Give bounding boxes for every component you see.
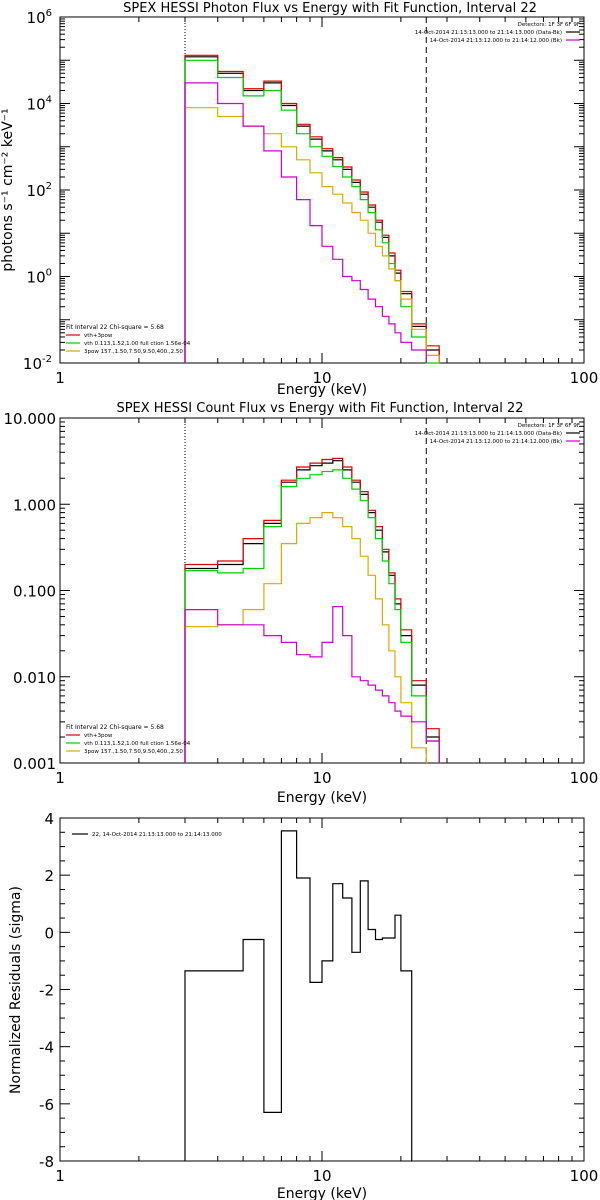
legend-fit-header: Fit Interval 22 Chi-square = 5.68 [66, 724, 164, 731]
series-step-line [184, 606, 440, 763]
series-step-line [184, 512, 427, 763]
plot-frame [59, 16, 585, 364]
y-tick-label: -8 [39, 1153, 54, 1171]
series-step-line [184, 830, 413, 1161]
legend-label: vth 0.113,1.52,1.00 full ction 1.56e-04 [84, 741, 191, 747]
legend-top: Detectors: 1F 3F 6F 9F 14-Oct-2014 21:13:… [415, 22, 580, 44]
legend-label: 14-Oct-2014 21:13:13.000 to 21:14:13.000… [415, 431, 562, 437]
x-axis-label: Energy (keV) [277, 1186, 367, 1200]
y-tick-label: -6 [39, 1096, 54, 1114]
y-tick-label: 2 [44, 867, 54, 885]
legend-detectors: Detectors: 1F 3F 6F 9F [518, 423, 580, 429]
series-step-line [184, 54, 440, 363]
count-flux-panel: SPEX HESSI Count Flux vs Energy with Fit… [4, 401, 599, 806]
photon-flux-panel: SPEX HESSI Photon Flux vs Energy with Fi… [0, 1, 598, 398]
series-group [184, 457, 440, 763]
legend-label: 3pow 157.,1.50,7.50,9.50,400.,2.50 [84, 349, 183, 355]
y-tick-label: 0.001 [13, 755, 56, 773]
x-tick-label: 10 [312, 369, 331, 387]
legend-label: 3pow 157.,1.50,7.50,9.50,400.,2.50 [84, 749, 183, 755]
series-group [184, 54, 440, 364]
plot-frame [59, 817, 585, 1162]
y-tick-label: -2 [39, 982, 54, 1000]
legend-label: 14-Oct-2014 21:13:13.000 to 21:14:13.000… [415, 30, 562, 36]
legend-label: 22, 14-Oct-2014 21:13:13.000 to 21:14:13… [92, 832, 222, 838]
residuals-panel: 1 10 100 4 2 0 -2 -4 -6 -8 Energy (keV) Normalize… [8, 810, 598, 1200]
legend-fit: Fit Interval 22 Chi-square = 5.68 vth+3po… [66, 324, 191, 355]
chart-title: SPEX HESSI Photon Flux vs Energy with Fi… [123, 1, 537, 16]
legend-label: vth+3pow [84, 333, 113, 339]
legend-fit: Fit Interval 22 Chi-square = 5.68 vth+3po… [66, 724, 191, 755]
y-tick-label: 0 [44, 924, 54, 942]
reference-lines [184, 17, 427, 363]
series-step-line [184, 59, 440, 364]
x-axis-label: Energy (keV) [277, 382, 367, 398]
legend-label: 14-Oct-2014 21:13:12.000 to 21:14:12.000… [430, 439, 562, 445]
legend-top: Detectors: 1F 3F 6F 9F 14-Oct-2014 21:13:… [415, 423, 580, 445]
y-tick-label: 100 [27, 268, 52, 287]
axis-ticks: 1 10 100 106 104 102 100 10-2 [23, 8, 598, 387]
x-axis-label: Energy (keV) [277, 790, 367, 806]
legend-label: vth+3pow [84, 733, 113, 739]
axis-ticks: 1 10 100 10.000 1.000 0.100 0.010 0.001 [4, 410, 599, 787]
legend-label: 14-Oct-2014 21:13:12.000 to 21:14:12.000… [430, 38, 562, 44]
series-step-line [184, 469, 440, 763]
axis-ticks: 1 10 100 4 2 0 -2 -4 -6 -8 [39, 810, 598, 1185]
x-tick-label: 100 [570, 769, 599, 787]
y-tick-label: 4 [44, 810, 54, 828]
legend-fit-header: Fit Interval 22 Chi-square = 5.68 [66, 324, 164, 331]
y-tick-label: 0.100 [13, 583, 56, 601]
y-tick-label: 102 [27, 181, 52, 200]
x-tick-label: 1 [55, 769, 65, 787]
x-tick-label: 1 [55, 369, 65, 387]
y-tick-label: 104 [27, 95, 52, 114]
series-group [184, 830, 413, 1161]
series-step-line [184, 457, 440, 763]
chart-title: SPEX HESSI Count Flux vs Energy with Fit… [116, 401, 523, 416]
legend-detectors: Detectors: 1F 3F 6F 9F [518, 22, 580, 28]
y-tick-label: 1.000 [13, 496, 56, 514]
x-tick-label: 1 [55, 1167, 65, 1185]
y-tick-label: 10-2 [23, 354, 52, 373]
y-tick-label: -4 [39, 1039, 54, 1057]
y-tick-label: 106 [27, 8, 52, 27]
x-tick-label: 100 [570, 369, 599, 387]
x-tick-label: 10 [312, 769, 331, 787]
plot-frame [59, 417, 585, 764]
x-tick-label: 10 [312, 1167, 331, 1185]
y-axis-label: Normalized Residuals (sigma) [8, 886, 24, 1094]
reference-lines [184, 418, 427, 763]
legend: 22, 14-Oct-2014 21:13:13.000 to 21:14:13… [72, 832, 222, 838]
y-tick-label: 10.000 [4, 410, 57, 428]
y-tick-label: 0.010 [13, 669, 56, 687]
series-step-line [184, 82, 427, 363]
y-axis-label: photons s⁻¹ cm⁻² keV⁻¹ [0, 108, 16, 271]
x-tick-label: 100 [570, 1167, 599, 1185]
series-step-line [184, 56, 440, 363]
series-step-line [184, 107, 440, 363]
legend-label: vth 0.113,1.52,1.00 full ction 1.56e-04 [84, 341, 191, 347]
